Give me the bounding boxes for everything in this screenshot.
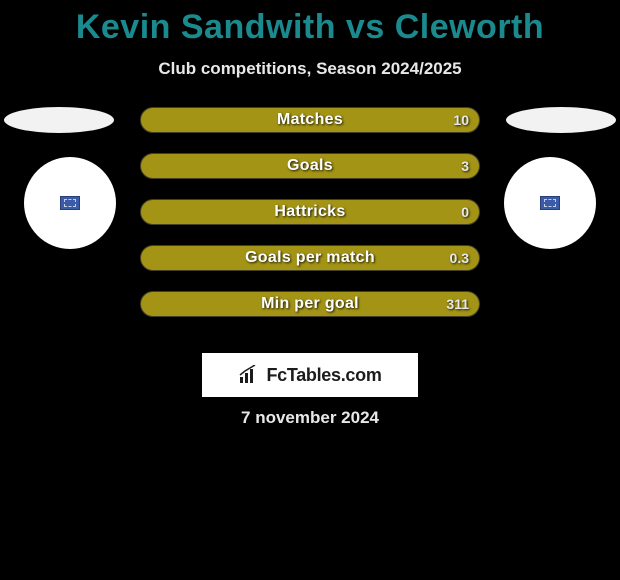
bar-value-right: 0.3 xyxy=(450,250,469,266)
footer-date: 7 november 2024 xyxy=(0,408,620,428)
brand-text: FcTables.com xyxy=(266,365,381,386)
bar-goals-per-match: Goals per match 0.3 xyxy=(140,245,480,271)
bar-label: Hattricks xyxy=(141,203,479,221)
player-right-platform xyxy=(506,107,616,133)
brand-badge: FcTables.com xyxy=(202,353,418,397)
bar-label: Goals per match xyxy=(141,249,479,267)
bar-value-right: 311 xyxy=(446,296,469,312)
bar-matches: Matches 10 xyxy=(140,107,480,133)
bar-goals: Goals 3 xyxy=(140,153,480,179)
bar-label: Matches xyxy=(141,111,479,129)
bar-min-per-goal: Min per goal 311 xyxy=(140,291,480,317)
bar-value-right: 3 xyxy=(461,158,469,174)
bar-value-right: 0 xyxy=(461,204,469,220)
bar-hattricks: Hattricks 0 xyxy=(140,199,480,225)
player-left-avatar xyxy=(24,157,116,249)
player-right-avatar xyxy=(504,157,596,249)
player-left-badge-icon xyxy=(60,196,80,210)
player-right-badge-icon xyxy=(540,196,560,210)
bar-label: Goals xyxy=(141,157,479,175)
bar-value-right: 10 xyxy=(453,112,469,128)
player-left-platform xyxy=(4,107,114,133)
bar-label: Min per goal xyxy=(141,295,479,313)
comparison-bars: Matches 10 Goals 3 Hattricks 0 Goals per… xyxy=(140,107,480,337)
page-subtitle: Club competitions, Season 2024/2025 xyxy=(0,59,620,79)
brand-chart-icon xyxy=(238,365,260,385)
page-title: Kevin Sandwith vs Cleworth xyxy=(0,0,620,47)
